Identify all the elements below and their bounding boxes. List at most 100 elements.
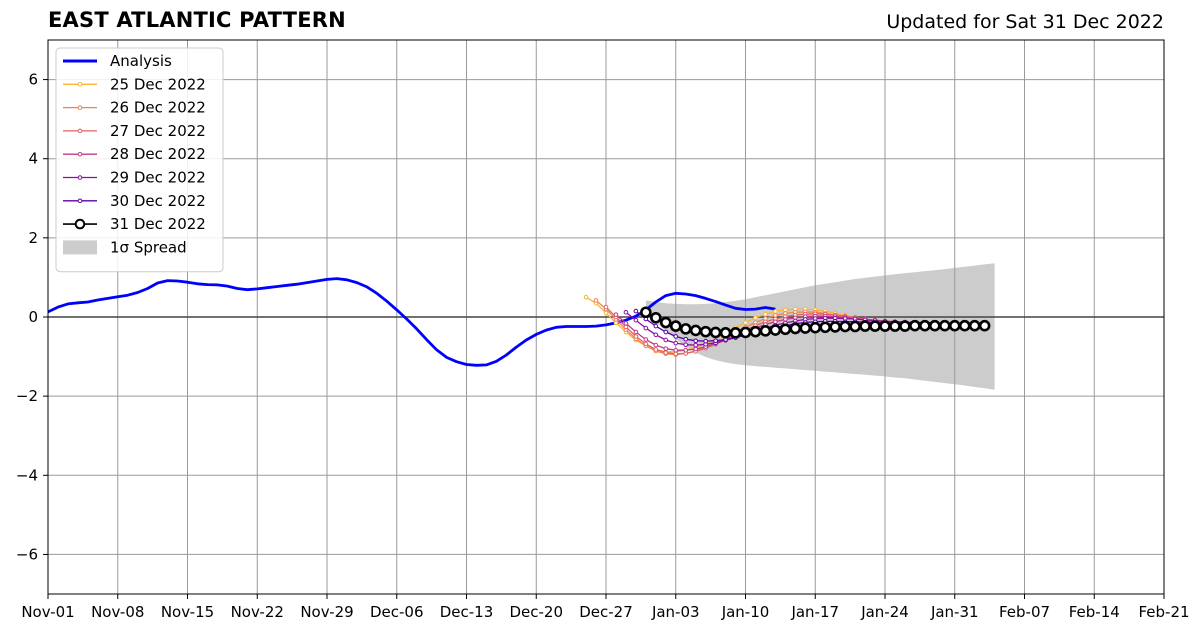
series-line-analysis xyxy=(47,277,776,367)
legend-label-26-dec-2022: 26 Dec 2022 xyxy=(110,99,206,117)
x-tick-label: Feb-21 xyxy=(1138,603,1189,621)
series-point-27-dec-2022 xyxy=(643,341,649,347)
legend: Analysis 25 Dec 2022 26 Dec 2022 27 Dec 202… xyxy=(55,47,224,273)
y-tick-label: −6 xyxy=(16,545,38,563)
y-tick-label: 4 xyxy=(28,150,38,168)
series-point-29-dec-2022 xyxy=(643,325,649,331)
series-point-30-dec-2022 xyxy=(633,308,639,314)
y-axis: −6 −4 −2 0 2 4 6 xyxy=(16,71,48,563)
series-point-31-dec-2022 xyxy=(709,326,722,339)
series-point-31-dec-2022 xyxy=(919,319,931,332)
x-tick-label: Nov-15 xyxy=(161,603,214,621)
series-point-26-dec-2022 xyxy=(773,313,778,318)
y-tick-label: 0 xyxy=(28,308,38,326)
series-point-31-dec-2022 xyxy=(749,325,762,338)
series-point-27-dec-2022 xyxy=(673,351,679,357)
series-point-31-dec-2022 xyxy=(809,321,822,334)
x-tick-label: Dec-06 xyxy=(370,603,424,621)
series-point-30-dec-2022 xyxy=(693,338,698,344)
series-point-31-dec-2022 xyxy=(839,320,851,333)
series-point-31-dec-2022 xyxy=(689,324,702,337)
series-point-25-dec-2022 xyxy=(603,310,609,316)
series-point-31-dec-2022 xyxy=(669,320,682,332)
series-point-30-dec-2022 xyxy=(713,338,718,344)
x-tick-label: Nov-08 xyxy=(91,603,144,621)
series-point-25-dec-2022 xyxy=(613,320,619,326)
series-point-31-dec-2022 xyxy=(779,323,792,336)
x-tick-label: Jan-31 xyxy=(930,603,979,621)
y-tick-label: 6 xyxy=(28,71,38,89)
series-point-28-dec-2022 xyxy=(653,342,659,348)
series-point-31-dec-2022 xyxy=(819,321,832,334)
x-tick-label: Dec-27 xyxy=(579,603,633,621)
series-point-25-dec-2022 xyxy=(783,307,788,313)
series-point-31-dec-2022 xyxy=(829,321,841,333)
legend-label-29-dec-2022: 29 Dec 2022 xyxy=(110,169,206,187)
series-point-29-dec-2022 xyxy=(693,342,698,348)
series-point-31-dec-2022 xyxy=(739,326,752,339)
series-point-31-dec-2022 xyxy=(879,320,891,332)
series-point-28-dec-2022 xyxy=(673,347,679,353)
legend-marker-28-dec-2022 xyxy=(77,151,83,157)
series-point-28-dec-2022 xyxy=(633,329,639,335)
x-tick-label: Dec-13 xyxy=(440,603,494,621)
x-tick-label: Nov-22 xyxy=(231,603,284,621)
x-tick-label: Jan-10 xyxy=(721,603,770,621)
series-point-31-dec-2022 xyxy=(699,325,712,338)
series-point-25-dec-2022 xyxy=(773,309,778,314)
series-point-31-dec-2022 xyxy=(719,327,732,339)
x-tick-label: Jan-03 xyxy=(651,603,700,621)
series-point-31-dec-2022 xyxy=(769,324,782,336)
legend-label-31-dec-2022: 31 Dec 2022 xyxy=(110,215,206,233)
chart-title: EAST ATLANTIC PATTERN xyxy=(48,8,346,32)
x-tick-label: Feb-14 xyxy=(1069,603,1120,621)
series-point-30-dec-2022 xyxy=(653,323,659,329)
legend-marker-31-dec-2022 xyxy=(74,218,86,230)
series-point-31-dec-2022 xyxy=(640,306,652,319)
legend-marker-25-dec-2022 xyxy=(77,82,83,87)
series-point-31-dec-2022 xyxy=(869,320,881,332)
legend-label-1-spread: 1σ Spread xyxy=(110,238,187,256)
x-tick-label: Jan-24 xyxy=(860,603,909,621)
series-point-31-dec-2022 xyxy=(948,319,961,332)
legend-swatch-1-spread xyxy=(63,240,97,255)
series-point-31-dec-2022 xyxy=(849,320,861,333)
legend-marker-27-dec-2022 xyxy=(77,128,83,134)
legend-marker-26-dec-2022 xyxy=(77,105,83,110)
series-point-31-dec-2022 xyxy=(958,319,971,332)
x-tick-label: Dec-20 xyxy=(509,603,563,621)
series-point-30-dec-2022 xyxy=(683,336,689,342)
y-tick-label: −4 xyxy=(16,466,38,484)
y-tick-label: −2 xyxy=(16,387,38,405)
series-point-30-dec-2022 xyxy=(703,338,708,344)
series-point-25-dec-2022 xyxy=(743,320,748,325)
series-point-28-dec-2022 xyxy=(683,347,689,353)
series-point-31-dec-2022 xyxy=(759,325,772,337)
legend-box xyxy=(55,47,224,273)
series-point-27-dec-2022 xyxy=(603,304,609,310)
legend-label-analysis: Analysis xyxy=(110,52,172,70)
chart-subtitle: Updated for Sat 31 Dec 2022 xyxy=(886,11,1164,33)
x-tick-label: Jan-17 xyxy=(790,603,839,621)
series-point-31-dec-2022 xyxy=(889,320,901,332)
series-point-29-dec-2022 xyxy=(673,340,679,346)
x-tick-label: Nov-29 xyxy=(300,603,353,621)
series-point-31-dec-2022 xyxy=(789,322,802,335)
series-point-31-dec-2022 xyxy=(729,327,742,339)
series-point-27-dec-2022 xyxy=(653,347,659,352)
series-point-31-dec-2022 xyxy=(679,323,692,335)
legend-label-28-dec-2022: 28 Dec 2022 xyxy=(110,145,206,163)
x-tick-label: Nov-01 xyxy=(21,603,74,621)
x-axis: Nov-01 Nov-08 Nov-15 Nov-22 Nov-29 Dec-06 Dec-… xyxy=(21,594,1190,621)
series-point-31-dec-2022 xyxy=(899,320,911,332)
series-point-31-dec-2022 xyxy=(938,319,951,332)
series-point-29-dec-2022 xyxy=(653,332,659,338)
series-point-28-dec-2022 xyxy=(783,317,788,322)
series-point-28-dec-2022 xyxy=(773,319,778,325)
series-point-27-dec-2022 xyxy=(663,350,669,355)
series-point-30-dec-2022 xyxy=(673,334,679,339)
series-point-27-dec-2022 xyxy=(623,324,629,330)
series-point-28-dec-2022 xyxy=(643,337,649,342)
series-point-28-dec-2022 xyxy=(663,346,669,351)
